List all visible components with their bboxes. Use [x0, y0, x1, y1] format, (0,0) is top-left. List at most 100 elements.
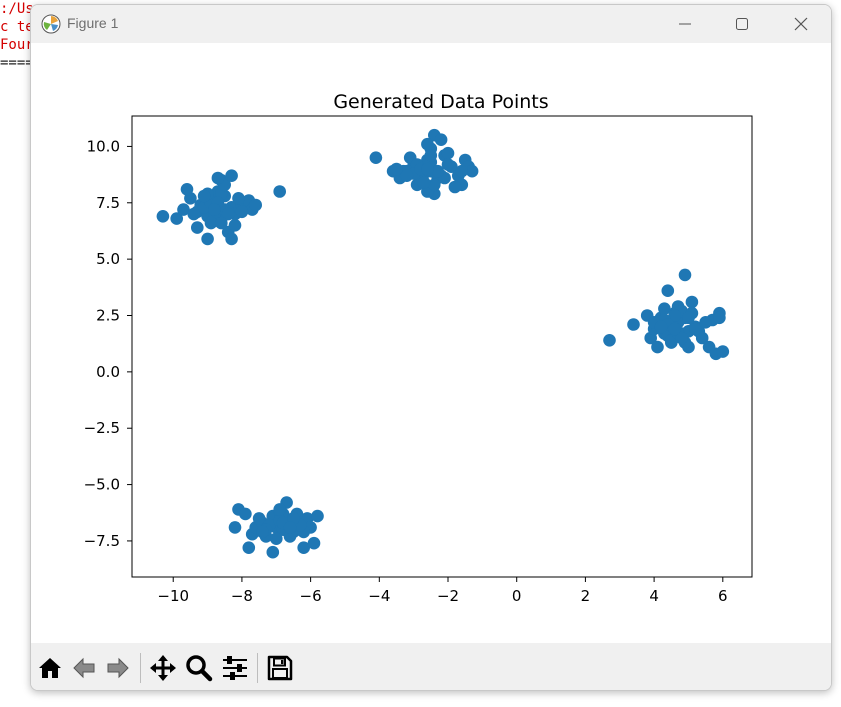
data-point [441, 146, 455, 160]
x-tick-label: −8 [231, 587, 253, 605]
data-point [421, 162, 434, 176]
data-point [682, 311, 695, 325]
data-point [256, 525, 269, 539]
data-point [242, 541, 256, 554]
terminal-line: :/Us [0, 1, 34, 17]
maximize-icon [736, 18, 748, 30]
data-point [266, 545, 280, 559]
save-button[interactable] [265, 653, 295, 683]
data-point [170, 212, 183, 225]
data-point [177, 203, 190, 216]
data-point [211, 171, 225, 185]
title-bar[interactable]: Figure 1 [31, 5, 831, 43]
data-point [685, 295, 699, 309]
data-point [204, 216, 218, 230]
x-tick-label: −6 [300, 587, 322, 605]
y-tick-label: 7.5 [96, 194, 120, 212]
matplotlib-icon [41, 14, 61, 34]
plot-area-frame [131, 115, 753, 578]
data-point [232, 192, 245, 205]
close-icon [794, 17, 808, 31]
data-point [208, 203, 221, 216]
data-point [658, 302, 671, 316]
data-point [654, 320, 668, 334]
x-tick-label: 4 [649, 587, 659, 605]
data-point [221, 207, 235, 221]
data-point [465, 164, 479, 178]
data-point [661, 284, 675, 297]
y-tick-label: 10.0 [87, 137, 120, 155]
save-icon [267, 655, 293, 681]
data-point [695, 331, 709, 345]
data-point [421, 137, 434, 151]
data-point [400, 169, 414, 182]
data-point [239, 507, 252, 521]
pan-button[interactable] [148, 653, 178, 683]
data-point [428, 178, 441, 192]
y-tick-label: 0.0 [96, 363, 120, 381]
data-point [273, 503, 286, 516]
data-point [311, 509, 324, 523]
pan-icon [150, 655, 176, 681]
zoom-button[interactable] [184, 653, 214, 683]
data-point [431, 164, 445, 178]
terminal-line: c te [0, 19, 34, 35]
figure-window: Figure 1 Generated Data Points −10 −8 −6 −4… [30, 4, 832, 691]
x-tick-label: 6 [718, 587, 728, 605]
back-button[interactable] [69, 653, 99, 683]
maximize-button[interactable] [719, 5, 765, 43]
y-tick-label: −7.5 [84, 532, 120, 550]
data-point [627, 318, 640, 331]
data-point [675, 331, 688, 345]
data-point [716, 345, 730, 358]
close-button[interactable] [778, 5, 824, 43]
x-axis: −10 −8 −6 −4 −2 0 2 4 6 [157, 577, 728, 605]
minimize-button[interactable] [662, 5, 708, 43]
data-point [228, 521, 242, 534]
data-point [651, 340, 664, 354]
toolbar-separator [257, 653, 258, 683]
data-point [297, 541, 311, 554]
data-points [156, 128, 730, 559]
minimize-icon [679, 23, 691, 25]
data-point [228, 219, 242, 232]
data-point [307, 536, 321, 550]
scatter-chart: Generated Data Points −10 −8 −6 −4 −2 0 2 4 6 10… [84, 91, 753, 605]
data-point [156, 210, 170, 223]
data-point [603, 334, 616, 347]
forward-button[interactable] [103, 653, 133, 683]
data-point [713, 311, 726, 325]
data-point [448, 180, 462, 194]
data-point [225, 169, 238, 182]
y-axis: 10.0 7.5 5.0 2.5 0.0 −2.5 −5.0 −7.5 [84, 137, 132, 550]
data-point [668, 309, 681, 322]
data-point [273, 185, 286, 198]
data-point [390, 162, 403, 176]
forward-icon [107, 657, 129, 679]
data-point [252, 512, 266, 525]
navigation-toolbar [31, 643, 831, 690]
window-title: Figure 1 [67, 15, 119, 31]
data-point [201, 232, 214, 246]
data-point [215, 216, 228, 230]
data-point [187, 207, 201, 221]
configure-subplots-button[interactable] [220, 653, 250, 683]
back-icon [73, 657, 95, 679]
data-point [235, 205, 249, 219]
x-tick-label: 0 [512, 587, 522, 605]
x-tick-label: 2 [581, 587, 591, 605]
y-tick-label: −2.5 [84, 419, 120, 437]
figure-canvas[interactable]: Generated Data Points −10 −8 −6 −4 −2 0 2 4 6 10… [31, 43, 831, 643]
toolbar-separator [140, 653, 141, 683]
terminal-line: ==== [0, 55, 34, 71]
data-point [678, 268, 692, 282]
y-tick-label: 5.0 [96, 250, 120, 268]
home-button[interactable] [35, 653, 65, 683]
y-tick-label: 2.5 [96, 307, 120, 325]
data-point [689, 322, 702, 336]
configure-subplots-icon [223, 656, 247, 680]
data-point [225, 232, 238, 246]
data-point [369, 151, 383, 164]
data-point [424, 149, 438, 162]
data-point [434, 133, 448, 146]
